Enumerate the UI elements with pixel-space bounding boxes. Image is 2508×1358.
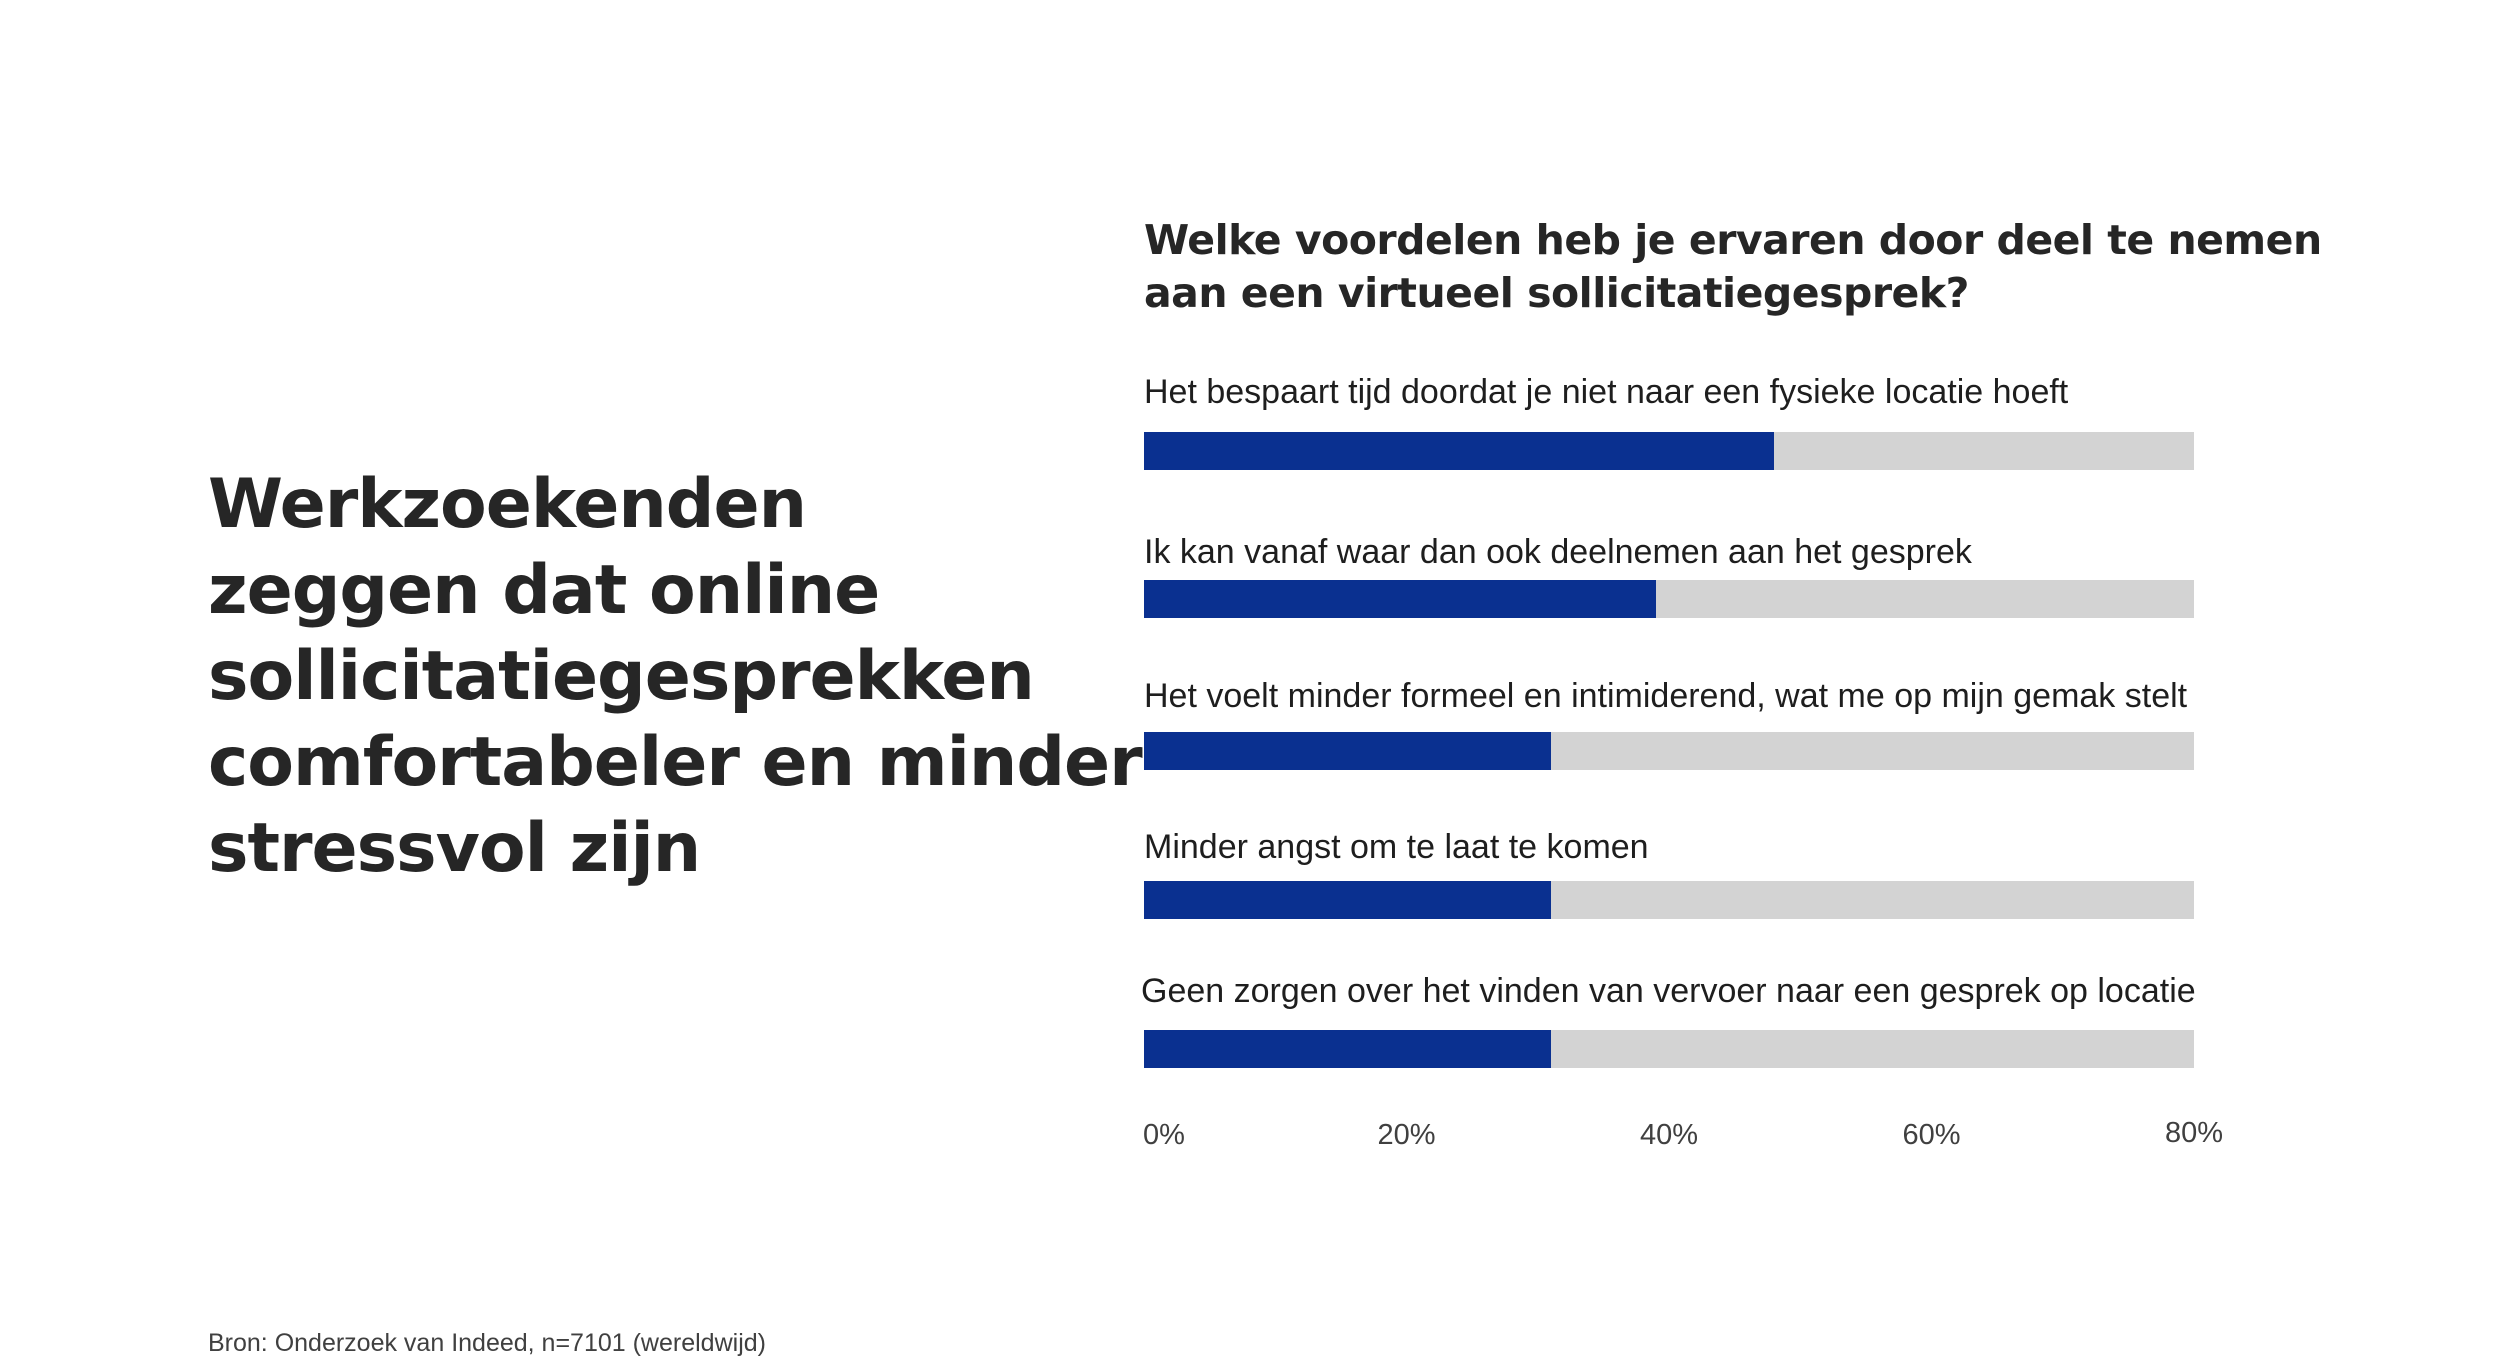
headline: Werkzoekenden zeggen dat online sollicit…	[208, 462, 1143, 892]
headline-line: sollicitatiegesprekken	[208, 637, 1035, 716]
bar-label: Minder angst om te laat te komen	[1144, 828, 1649, 866]
bar-track	[1144, 732, 2194, 770]
bar-label: Ik kan vanaf waar dan ook deelnemen aan …	[1144, 533, 1972, 571]
x-tick-label: 20%	[1377, 1119, 1436, 1151]
bar-track	[1144, 881, 2194, 919]
bar	[1144, 881, 1551, 919]
bar-label: Het voelt minder formeel en intimiderend…	[1144, 677, 2188, 715]
bar	[1144, 432, 1774, 470]
bar-track	[1144, 580, 2194, 618]
headline-line: Werkzoekenden	[208, 465, 807, 544]
chart-title-line: Welke voordelen heb je ervaren door deel…	[1144, 216, 2322, 264]
chart-title: Welke voordelen heb je ervaren door deel…	[1144, 214, 2384, 320]
bar-track	[1144, 432, 2194, 470]
headline-line: stressvol zijn	[208, 809, 701, 888]
bar	[1144, 732, 1551, 770]
headline-line: comfortabeler en minder	[208, 723, 1143, 802]
headline-line: zeggen dat online	[208, 551, 880, 630]
x-tick-label: 40%	[1639, 1119, 1699, 1151]
bar-track	[1144, 1030, 2194, 1068]
x-tick-label: 0%	[1143, 1119, 1185, 1151]
bar	[1144, 1030, 1551, 1068]
bar-label: Het bespaart tijd doordat je niet naar e…	[1144, 373, 2069, 411]
x-tick-label: 60%	[1902, 1119, 1961, 1151]
chart-title-line: aan een virtueel sollicitatiegesprek?	[1144, 269, 1969, 317]
bar-label: Geen zorgen over het vinden van vervoer …	[1141, 972, 2196, 1010]
x-tick-label: 80%	[2164, 1117, 2224, 1149]
bar	[1144, 580, 1656, 618]
source-note: Bron: Onderzoek van Indeed, n=7101 (were…	[208, 1329, 766, 1357]
